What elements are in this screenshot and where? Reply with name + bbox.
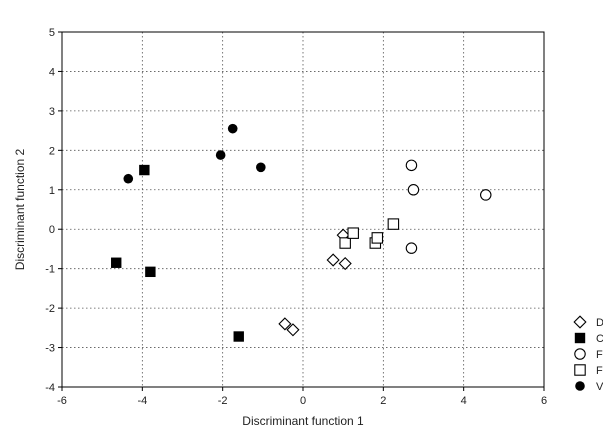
data-point-circle-open bbox=[405, 242, 418, 254]
data-point-circle-filled bbox=[215, 150, 226, 160]
legend-label: F bbox=[596, 365, 603, 377]
x-tick-label: 6 bbox=[541, 395, 547, 407]
legend-label: V bbox=[596, 381, 603, 393]
data-point-diamond-open bbox=[338, 256, 352, 271]
data-point-circle-open bbox=[407, 184, 420, 196]
x-tick-label: -6 bbox=[57, 395, 67, 407]
data-point-square-open bbox=[371, 232, 384, 244]
y-tick-label: 1 bbox=[49, 185, 55, 197]
y-tick-label: 0 bbox=[49, 224, 55, 236]
legend-label: D bbox=[596, 317, 603, 329]
x-axis-label: Discriminant function 1 bbox=[242, 414, 364, 428]
data-point-circle-filled bbox=[227, 123, 238, 134]
y-tick-label: -4 bbox=[45, 382, 55, 394]
data-point-square-filled bbox=[233, 331, 244, 342]
x-tick-label: 4 bbox=[461, 395, 467, 407]
x-tick-label: 0 bbox=[300, 395, 306, 407]
data-point-square-open bbox=[387, 218, 400, 230]
legend-marker-circle-open bbox=[574, 348, 586, 360]
data-points bbox=[111, 123, 492, 342]
y-tick-label: -1 bbox=[45, 264, 55, 276]
data-point-square-open bbox=[339, 237, 351, 249]
y-tick-label: 5 bbox=[49, 27, 55, 39]
y-tick-label: 4 bbox=[49, 66, 55, 78]
x-tick-label: 2 bbox=[380, 395, 386, 407]
legend-marker-square-filled bbox=[574, 332, 586, 344]
y-tick-label: -3 bbox=[45, 343, 55, 355]
y-axis-label: Discriminant function 2 bbox=[13, 148, 27, 270]
x-tick-label: -2 bbox=[218, 395, 228, 407]
data-point-diamond-open bbox=[278, 317, 292, 331]
legend-marker-circle-filled bbox=[575, 381, 585, 391]
data-point-square-filled bbox=[139, 164, 150, 176]
y-tick-label: 2 bbox=[49, 145, 55, 157]
legend-label: C bbox=[596, 333, 603, 345]
legend-marker-diamond-open bbox=[573, 315, 587, 329]
data-point-diamond-open bbox=[286, 323, 300, 337]
x-tick-label: -4 bbox=[137, 395, 147, 407]
data-point-square-filled bbox=[111, 257, 122, 268]
data-point-circle-open bbox=[405, 159, 418, 172]
data-point-circle-open bbox=[480, 189, 492, 201]
legend-marker-square-open bbox=[574, 364, 586, 376]
grid bbox=[62, 32, 544, 387]
data-point-circle-filled bbox=[256, 162, 266, 173]
data-point-circle-filled bbox=[123, 173, 134, 184]
data-point-square-filled bbox=[145, 266, 156, 278]
y-tick-label: -2 bbox=[45, 303, 55, 315]
legend-label: F bbox=[596, 349, 603, 361]
data-point-diamond-open bbox=[326, 253, 340, 267]
data-point-square-open bbox=[347, 227, 359, 239]
y-tick-label: 3 bbox=[49, 106, 55, 118]
